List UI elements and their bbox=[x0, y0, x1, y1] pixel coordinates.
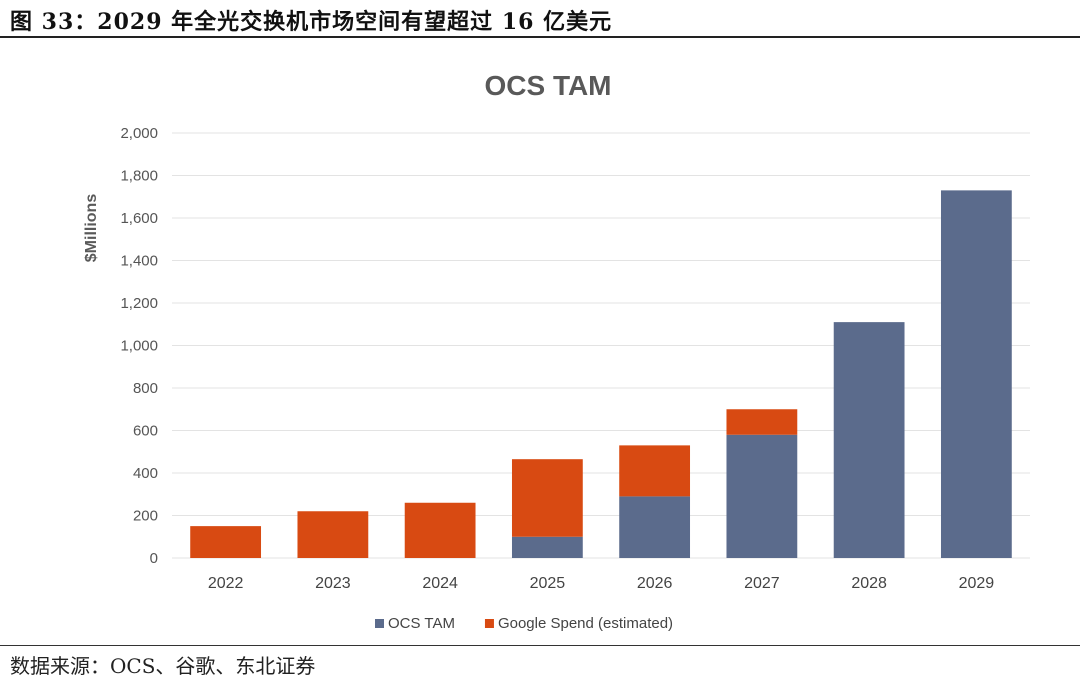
y-tick-label: 2,000 bbox=[120, 125, 158, 142]
y-tick-label: 200 bbox=[133, 508, 158, 525]
x-tick-label: 2024 bbox=[422, 575, 458, 592]
caption-rule bbox=[0, 36, 1080, 38]
legend-label: Google Spend (estimated) bbox=[498, 615, 673, 632]
bar-google-spend-2027 bbox=[726, 409, 798, 435]
bars bbox=[190, 190, 1012, 558]
x-tick-label: 2028 bbox=[851, 575, 887, 592]
x-tick-label: 2027 bbox=[744, 575, 780, 592]
y-tick-label: 1,800 bbox=[120, 168, 158, 185]
y-tick-label: 0 bbox=[150, 550, 158, 567]
y-tick-label: 1,000 bbox=[120, 338, 158, 355]
source-rule bbox=[0, 645, 1080, 646]
x-tick-label: 2026 bbox=[637, 575, 673, 592]
bar-google-spend-2025 bbox=[511, 459, 583, 537]
bar-ocs-tam-2029 bbox=[940, 190, 1012, 558]
legend-swatch bbox=[484, 619, 494, 628]
y-tick-label: 400 bbox=[133, 465, 158, 482]
bar-ocs-tam-2026 bbox=[619, 496, 691, 558]
bar-google-spend-2026 bbox=[619, 445, 691, 497]
y-tick-label: 1,400 bbox=[120, 253, 158, 270]
y-axis-ticks: 0 200 400 600 800 1,000 1,200 1,400 1,600 1,800 2,… bbox=[120, 125, 158, 567]
y-axis-label: $Millions bbox=[83, 194, 100, 263]
x-tick-label: 2029 bbox=[959, 575, 995, 592]
bar-google-spend-2024 bbox=[404, 502, 476, 558]
figure-caption: 图 33：2029 年全光交换机市场空间有望超过 16 亿美元 bbox=[10, 9, 613, 35]
x-axis-ticks: 2022 2023 2024 2025 2026 2027 2028 2029 bbox=[208, 575, 994, 592]
bar-google-spend-2022 bbox=[190, 526, 262, 558]
bar-ocs-tam-2027 bbox=[726, 434, 798, 558]
x-tick-label: 2022 bbox=[208, 575, 244, 592]
ocs-tam-chart: OCS TAM $Millions 0 200 400 600 800 1,000 1,20… bbox=[83, 70, 1030, 632]
legend: OCS TAM Google Spend (estimated) bbox=[375, 615, 673, 632]
chart-title: OCS TAM bbox=[484, 70, 611, 101]
y-tick-label: 800 bbox=[133, 380, 158, 397]
y-tick-label: 1,600 bbox=[120, 210, 158, 227]
legend-swatch bbox=[375, 619, 384, 628]
y-tick-label: 1,200 bbox=[120, 295, 158, 312]
y-tick-label: 600 bbox=[133, 423, 158, 440]
x-tick-label: 2023 bbox=[315, 575, 351, 592]
data-source: 数据来源：OCS、谷歌、东北证券 bbox=[10, 654, 316, 678]
x-tick-label: 2025 bbox=[530, 575, 566, 592]
bar-google-spend-2023 bbox=[297, 511, 369, 558]
bar-ocs-tam-2025 bbox=[511, 536, 583, 558]
bar-ocs-tam-2028 bbox=[833, 322, 905, 558]
legend-label: OCS TAM bbox=[388, 615, 455, 632]
